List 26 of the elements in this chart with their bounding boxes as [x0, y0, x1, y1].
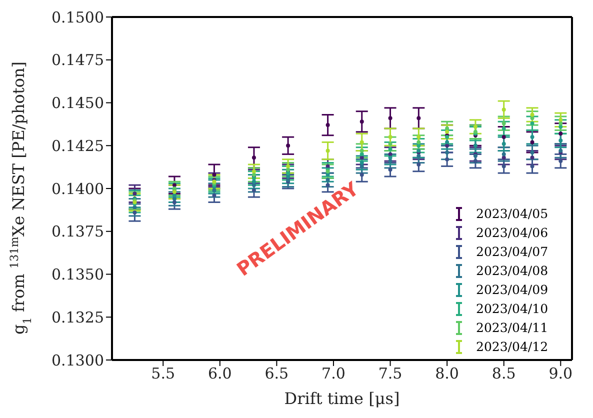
- x-tick-label: 7.0: [322, 364, 346, 383]
- legend-label: 2023/04/12: [476, 338, 548, 356]
- x-tick-label: 6.0: [208, 364, 232, 383]
- legend-label: 2023/04/08: [476, 262, 548, 280]
- x-tick-label: 8.5: [492, 364, 516, 383]
- x-axis-title: Drift time [μs]: [284, 389, 400, 408]
- legend-label: 2023/04/06: [476, 224, 548, 242]
- y-tick-label: 0.1425: [52, 136, 104, 155]
- y-tick-label: 0.1350: [52, 266, 104, 284]
- legend-label: 2023/04/10: [476, 300, 548, 318]
- y-tick-label: 0.1500: [52, 8, 104, 26]
- x-tick-label: 5.5: [151, 364, 176, 383]
- y-tick-label: 0.1300: [52, 351, 104, 370]
- legend-label: 2023/04/05: [476, 205, 548, 223]
- y-tick-label: 0.1475: [52, 51, 104, 70]
- legend-label: 2023/04/09: [476, 281, 548, 299]
- x-tick-label: 7.5: [378, 364, 402, 383]
- y-tick-label: 0.1375: [52, 222, 104, 241]
- legend-label: 2023/04/07: [476, 243, 548, 261]
- x-tick-label: 6.5: [264, 364, 289, 383]
- y-tick-label: 0.1450: [52, 94, 104, 112]
- x-tick-label: 8.0: [435, 364, 459, 383]
- legend-label: 2023/04/11: [476, 319, 548, 337]
- y-tick-label: 0.1325: [52, 308, 104, 326]
- y-tick-label: 0.1400: [52, 180, 104, 198]
- x-tick-label: 9.0: [548, 364, 573, 383]
